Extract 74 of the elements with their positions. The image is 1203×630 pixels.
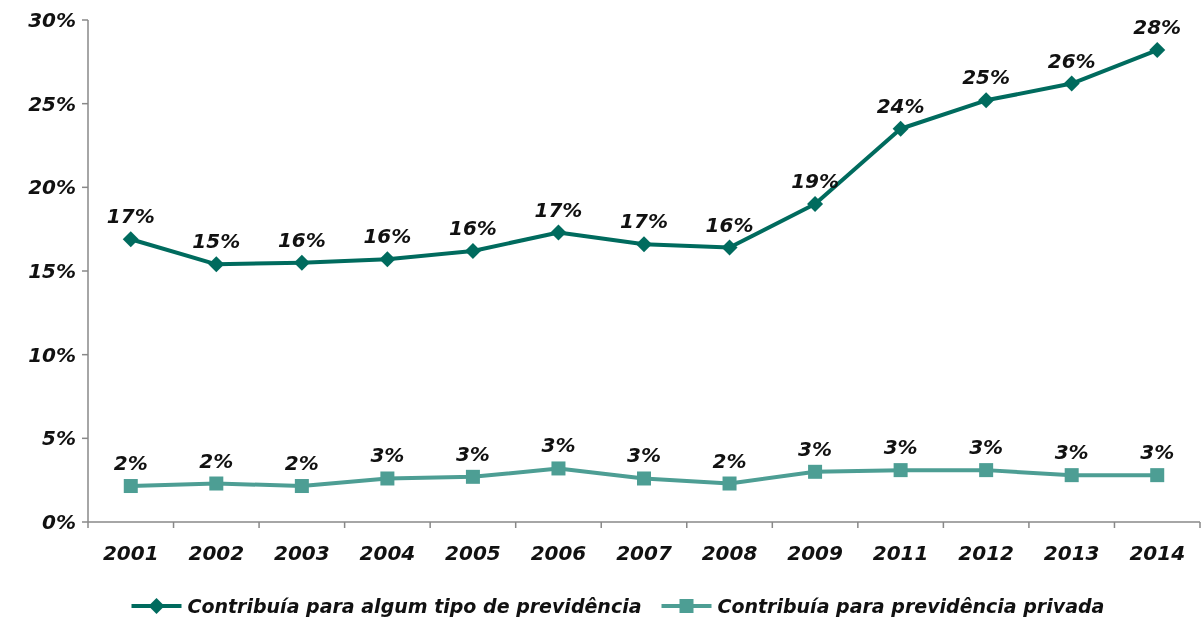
data-label: 26% [1047, 48, 1096, 73]
point [550, 224, 567, 241]
point [294, 479, 309, 494]
point [893, 463, 908, 478]
point [1149, 42, 1166, 59]
y-tick-label: 10% [28, 342, 76, 367]
point [808, 464, 823, 479]
point [636, 236, 652, 253]
point [464, 242, 481, 259]
x-tick-label: 2008 [701, 541, 758, 565]
data-label: 19% [791, 169, 840, 194]
point [807, 196, 824, 213]
point [293, 254, 310, 271]
data-label: 2% [199, 448, 234, 473]
point [1150, 468, 1165, 483]
data-label: 3% [627, 443, 661, 468]
data-label: 17% [106, 204, 155, 229]
point [637, 471, 651, 486]
x-tick-label: 2005 [445, 541, 501, 565]
data-label: 17% [620, 209, 668, 234]
x-tick-label: 2004 [359, 541, 416, 565]
data-label: 3% [541, 433, 576, 458]
x-tick-label: 2001 [102, 541, 159, 565]
point [1064, 468, 1079, 483]
data-label: 15% [192, 229, 241, 254]
point [1063, 75, 1080, 92]
y-tick-label: 20% [28, 175, 76, 200]
data-label: 16% [705, 212, 754, 237]
data-label: 3% [1140, 440, 1175, 465]
point [892, 120, 909, 137]
data-label: 3% [370, 443, 405, 468]
y-tick-label: 30% [28, 8, 76, 32]
point [979, 463, 994, 478]
point [465, 469, 480, 484]
x-tick-label: 2011 [872, 541, 929, 565]
legend-label: Contribuía para algum tipo de previdência [187, 594, 642, 617]
data-label: 3% [798, 436, 833, 461]
point [978, 92, 995, 109]
point [380, 471, 395, 486]
point [208, 256, 225, 273]
point [123, 479, 138, 494]
y-tick-label: 5% [42, 426, 76, 451]
x-tick-label: 2007 [616, 541, 672, 565]
x-tick-label: 2012 [958, 541, 1014, 565]
point [379, 251, 396, 268]
data-label: 17% [534, 197, 583, 222]
x-tick-label: 2002 [188, 541, 245, 565]
data-label: 16% [277, 227, 326, 252]
data-label: 28% [1133, 15, 1182, 40]
data-label: 25% [962, 65, 1011, 90]
data-label: 3% [969, 435, 1004, 460]
data-label: 2% [113, 451, 148, 476]
point [122, 231, 139, 248]
x-tick-label: 2003 [274, 541, 330, 565]
x-tick-label: 2013 [1043, 541, 1100, 565]
x-tick-label: 2006 [530, 541, 587, 565]
data-label: 3% [883, 435, 918, 460]
x-tick-label: 2014 [1129, 541, 1186, 565]
point [721, 239, 738, 256]
y-tick-label: 25% [28, 91, 76, 116]
point [209, 476, 224, 491]
data-label: 3% [1054, 440, 1089, 465]
y-tick-label: 0% [42, 510, 76, 534]
y-tick-label: 15% [28, 259, 76, 283]
data-label: 2% [712, 448, 747, 473]
data-label: 3% [455, 441, 490, 466]
point [722, 476, 737, 491]
data-label: 16% [363, 224, 412, 249]
x-tick-label: 2009 [787, 541, 843, 565]
data-label: 16% [448, 215, 497, 240]
legend-label: Contribuía para previdência privada [717, 594, 1105, 617]
point [551, 461, 566, 476]
data-label: 2% [284, 451, 319, 476]
data-label: 24% [876, 93, 925, 118]
